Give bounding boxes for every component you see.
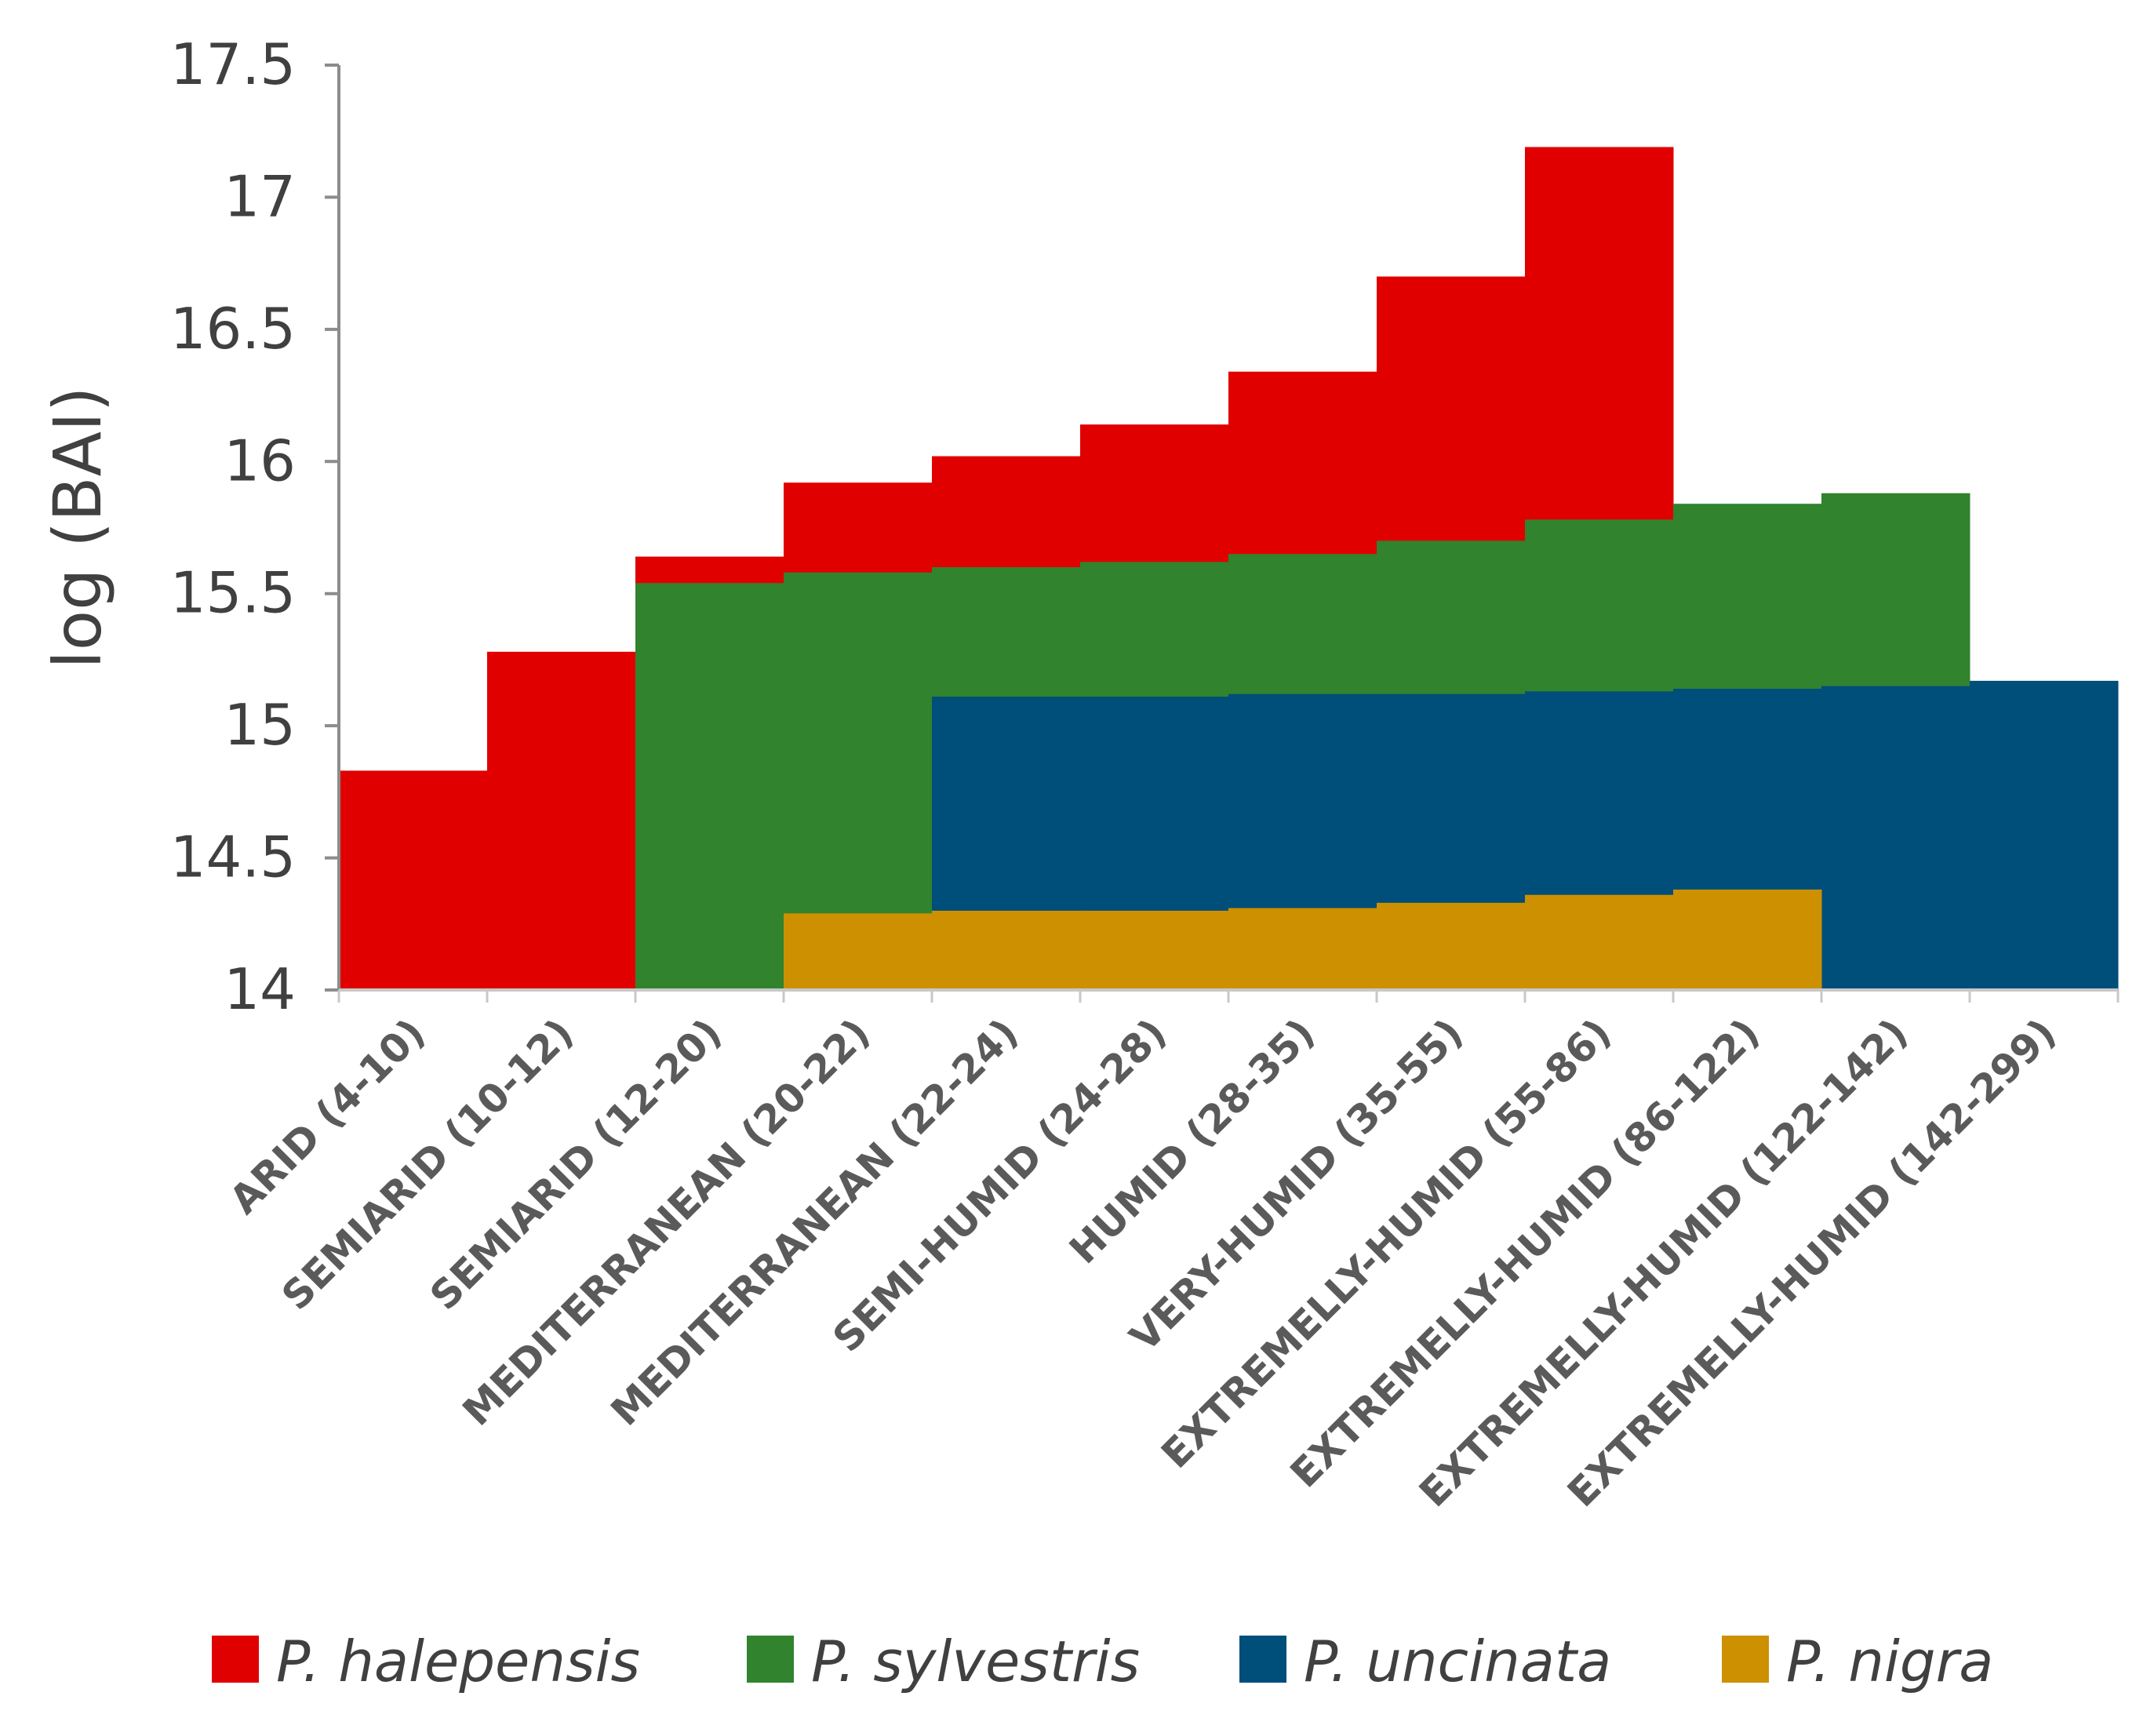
y-tick-label: 16 — [224, 428, 296, 493]
x-tick-label: SEMIARID (12-20) — [421, 1010, 730, 1319]
x-tick-label: HUMID (28-35) — [1061, 1010, 1323, 1272]
bar-p-uncinata-11 — [1970, 680, 2119, 990]
legend-swatch — [1722, 1636, 1769, 1683]
legend: P. halepensis P. sylvestris P. uncinata P. … — [212, 1629, 1993, 1694]
bar-p-uncinata-10 — [1821, 686, 1970, 990]
y-tick-label: 14 — [224, 956, 296, 1022]
bar-p-halepensis-0 — [339, 770, 488, 990]
legend-label: P. sylvestris — [811, 1629, 1140, 1694]
y-tick-label: 15.5 — [170, 560, 296, 626]
plot-area — [339, 147, 2119, 990]
legend-swatch — [1239, 1636, 1286, 1683]
bar-p-nigra-7 — [1377, 902, 1526, 990]
y-tick-label: 17 — [224, 163, 296, 229]
legend-label: P. halepensis — [276, 1629, 640, 1694]
y-tick-label: 14.5 — [170, 824, 296, 890]
legend-label: P. nigra — [1786, 1629, 1993, 1694]
legend-swatch — [747, 1636, 794, 1683]
bar-p-nigra-9 — [1673, 889, 1822, 990]
y-tick-label: 16.5 — [170, 296, 296, 362]
bar-p-nigra-3 — [784, 913, 933, 990]
bar-p-nigra-5 — [1080, 910, 1229, 990]
y-tick-label: 17.5 — [170, 31, 296, 97]
bar-p-sylvestris-2 — [635, 583, 784, 990]
axes — [325, 64, 2120, 1003]
y-tick-label: 15 — [224, 692, 296, 758]
bar-p-nigra-6 — [1228, 908, 1377, 990]
legend-label: P. uncinata — [1304, 1629, 1611, 1694]
bar-p-nigra-8 — [1525, 894, 1674, 990]
y-axis-title: log (BAI) — [39, 386, 116, 668]
bar-p-halepensis-1 — [487, 651, 636, 990]
x-tick-label: SEMIARID (10-12) — [273, 1010, 582, 1319]
bar-p-nigra-4 — [932, 910, 1081, 990]
legend-swatch — [212, 1636, 259, 1683]
